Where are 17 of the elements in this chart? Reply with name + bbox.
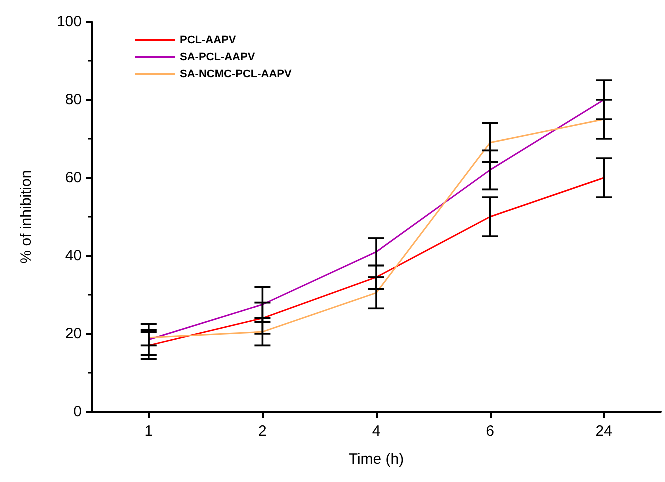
x-tick-label: 6: [486, 423, 494, 440]
y-tick-label: 80: [65, 92, 82, 108]
y-axis-title: % of inhibition: [18, 170, 35, 264]
legend-label: PCL-AAPV: [180, 34, 237, 46]
legend-label: SA-NCMC-PCL-AAPV: [180, 68, 292, 80]
y-tick-label: 0: [74, 404, 82, 420]
x-axis-title: Time (h): [348, 451, 404, 468]
legend-label: SA-PCL-AAPV: [180, 52, 256, 64]
y-tick-label: 20: [65, 326, 82, 342]
y-tick-label: 60: [65, 170, 82, 186]
x-tick-label: 4: [372, 423, 381, 440]
x-tick-label: 24: [596, 423, 612, 440]
y-tick-label: 100: [56, 14, 82, 30]
x-tick-label: 2: [258, 423, 267, 440]
x-tick-label: 1: [144, 423, 154, 440]
line-series: [148, 177, 605, 346]
y-tick-label: 40: [65, 248, 82, 264]
